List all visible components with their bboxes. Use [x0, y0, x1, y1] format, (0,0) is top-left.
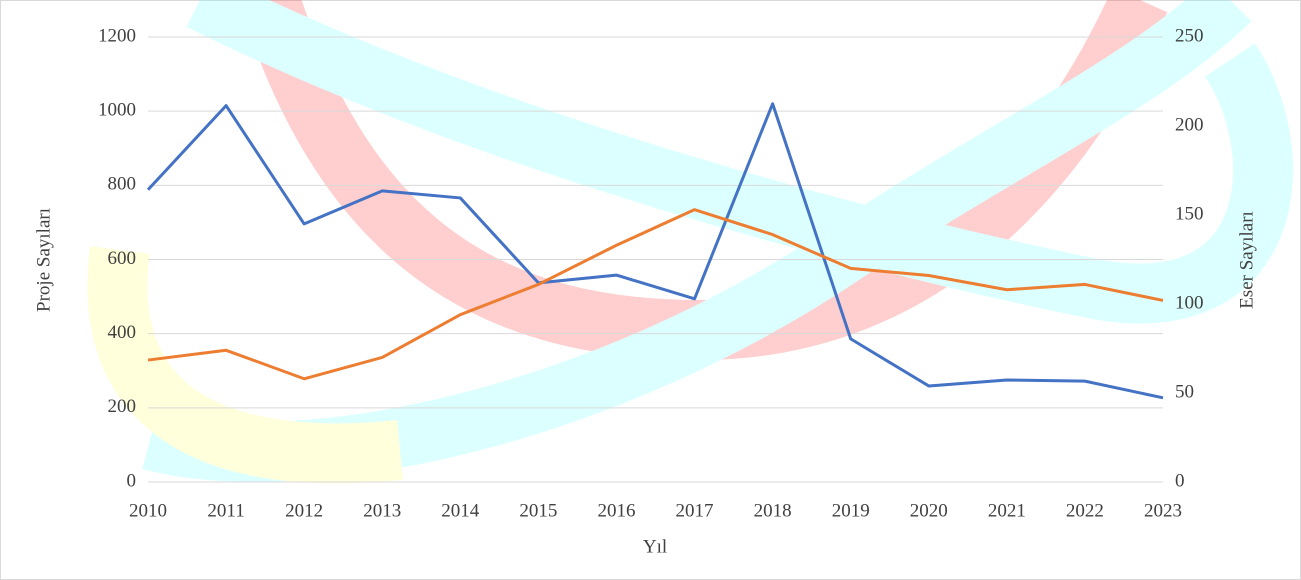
x-tick-label: 2012 [285, 500, 323, 521]
y-tick-label: 1200 [98, 25, 136, 46]
y-tick-label: 200 [108, 396, 137, 417]
x-tick-label: 2017 [676, 500, 714, 521]
x-tick-label: 2011 [207, 500, 244, 521]
x-tick-label: 2018 [754, 500, 792, 521]
data-line [146, 102, 1164, 400]
x-tick-label: 2014 [441, 500, 480, 521]
data-line [147, 208, 1164, 381]
y-axis-label: Proje Sayıları [33, 208, 54, 312]
y2-tick-label: 50 [1175, 381, 1194, 402]
x-tick-label: 2020 [910, 500, 948, 521]
y2-tick-label: 250 [1175, 25, 1204, 46]
y-tick-label: 0 [127, 470, 137, 491]
y2-tick-label: 200 [1175, 114, 1204, 135]
y-tick-label: 800 [108, 174, 137, 195]
x-tick-label: 2023 [1144, 500, 1182, 521]
x-tick-label: 2021 [988, 500, 1026, 521]
x-tick-label: 2015 [519, 500, 557, 521]
y2-tick-label: 0 [1175, 470, 1185, 491]
y2-tick-label: 100 [1175, 292, 1204, 313]
y-tick-label: 400 [108, 322, 137, 343]
watermark [87, 0, 1293, 484]
y-tick-label: 1000 [98, 100, 136, 121]
x-axis-label: Yıl [643, 536, 667, 557]
y2-axis-label: Eser Sayıları [1236, 211, 1257, 309]
y2-tick-label: 150 [1175, 203, 1204, 224]
x-tick-label: 2010 [129, 500, 167, 521]
y-tick-label: 600 [108, 248, 137, 269]
x-tick-label: 2019 [832, 500, 870, 521]
x-tick-label: 2022 [1066, 500, 1104, 521]
x-tick-label: 2016 [597, 500, 635, 521]
x-tick-label: 2013 [363, 500, 401, 521]
